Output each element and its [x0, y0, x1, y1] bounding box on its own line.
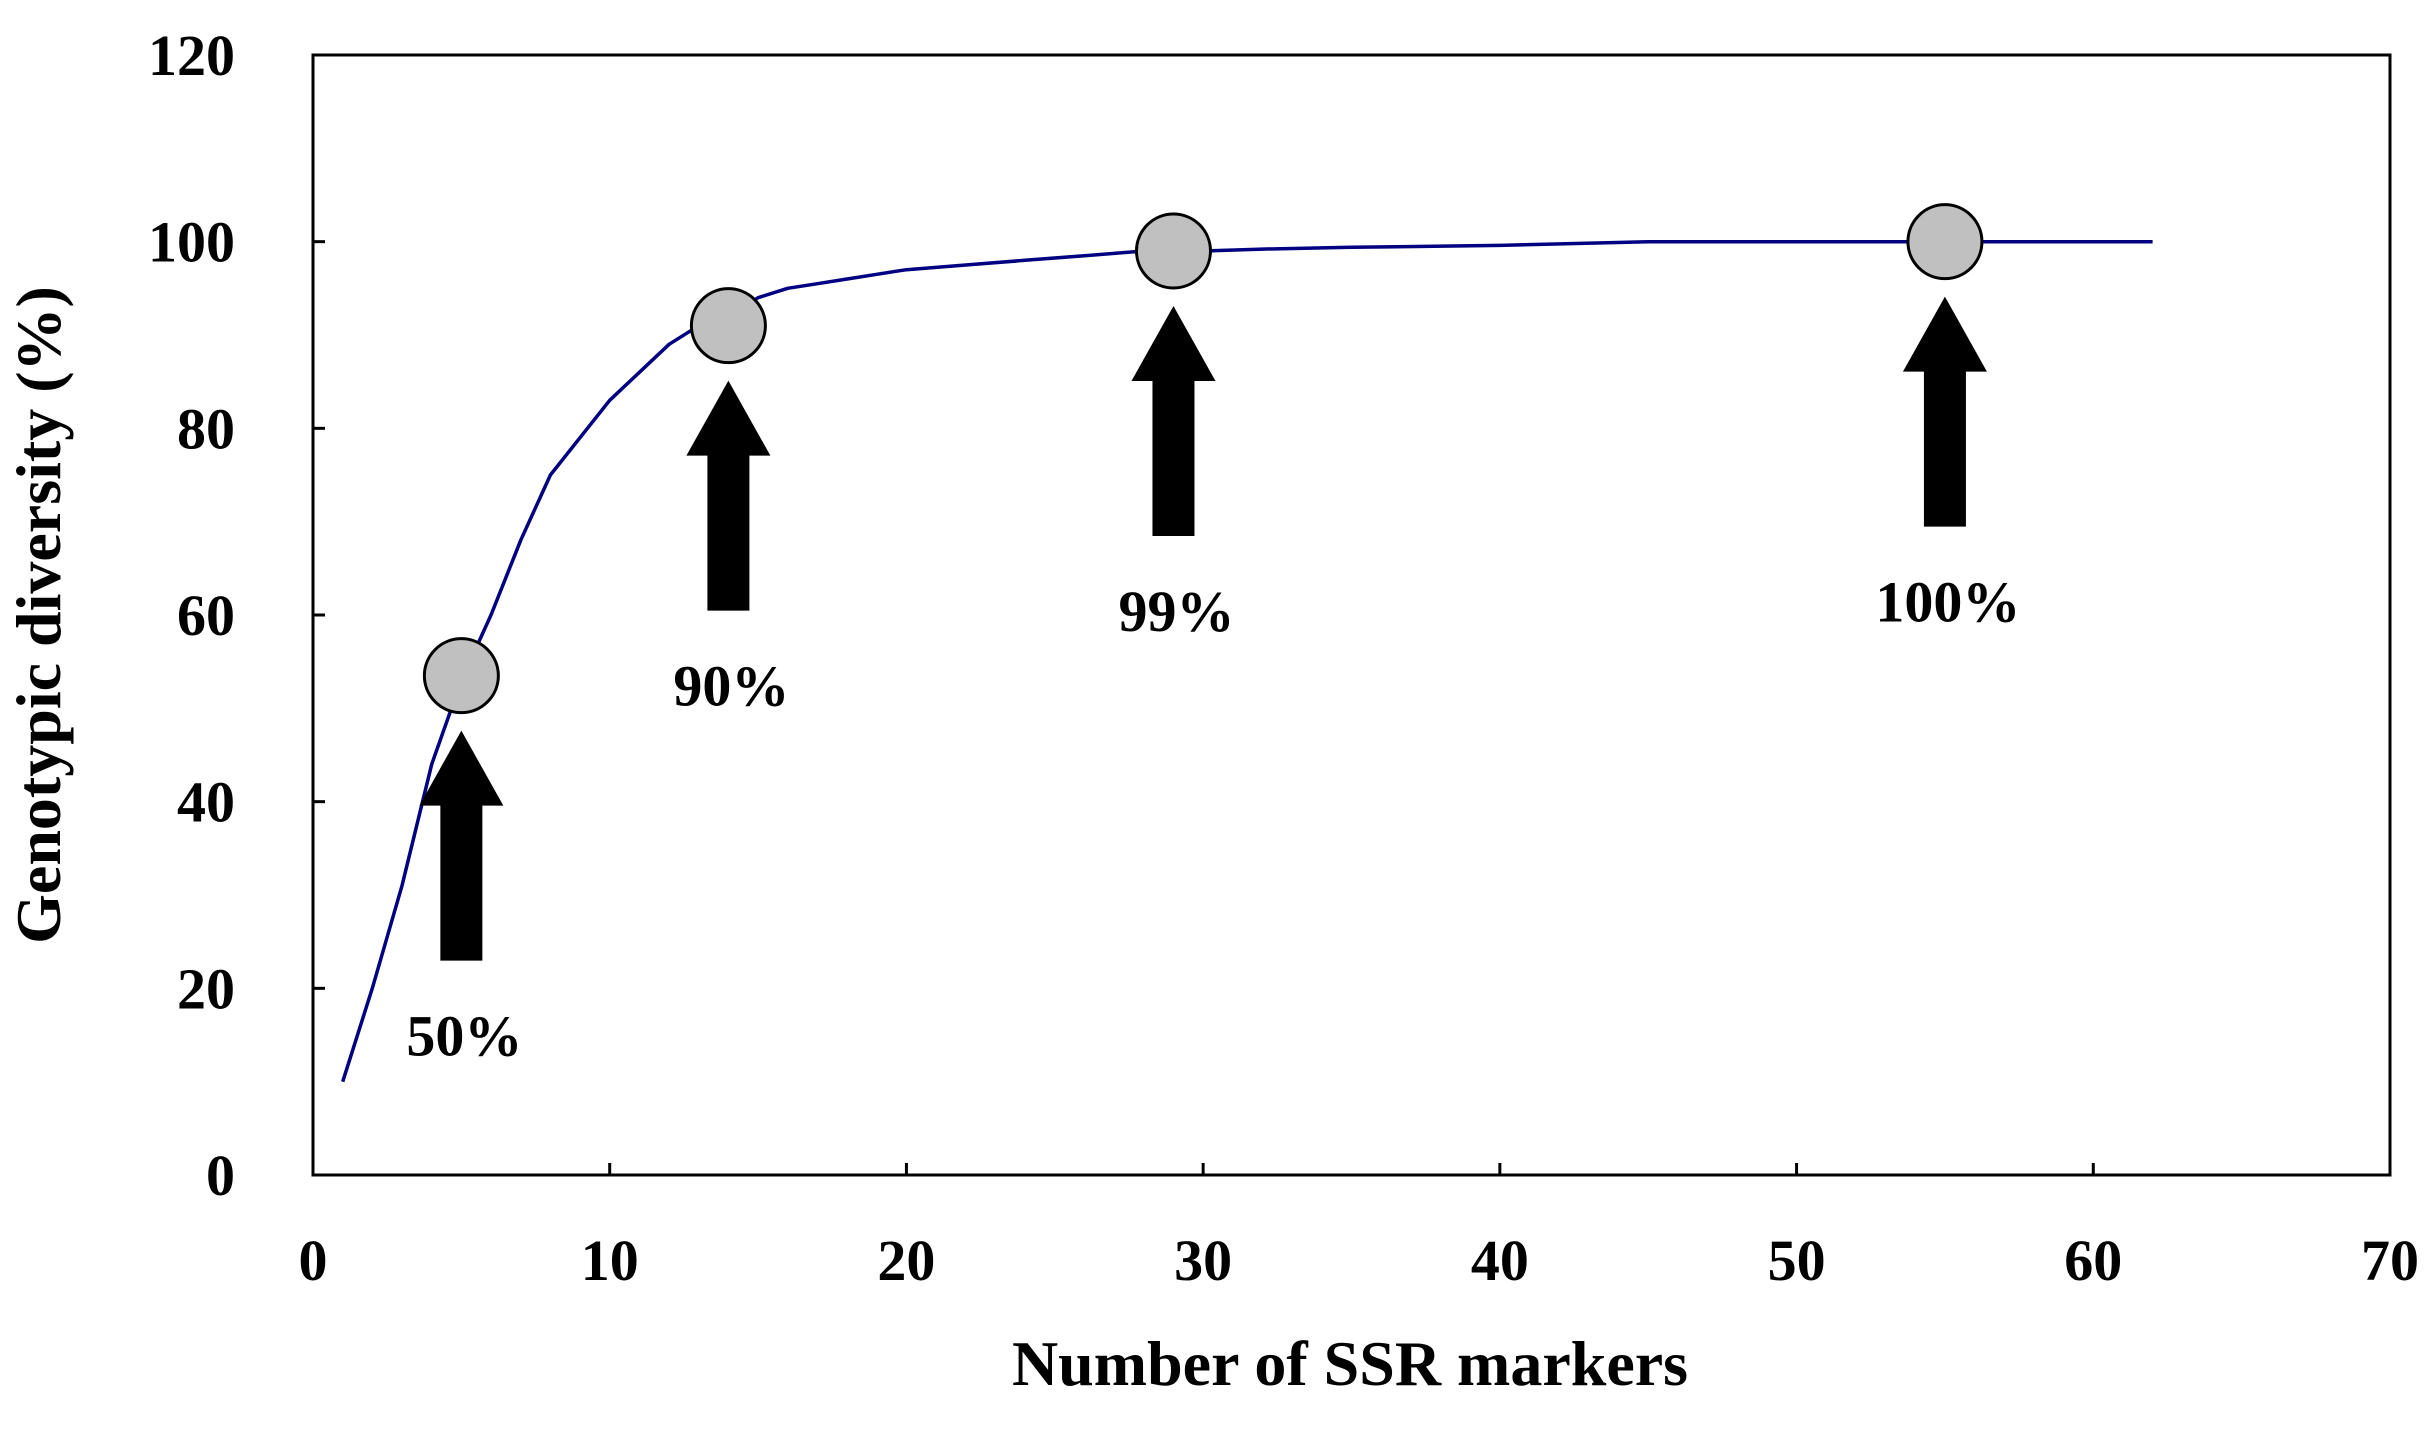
data-marker — [422, 637, 500, 715]
arrow-up-icon — [686, 380, 771, 611]
annotation-label: 90% — [673, 654, 789, 719]
x-tick-label: 70 — [2361, 1228, 2419, 1293]
x-tick-label: 60 — [2064, 1228, 2122, 1293]
arrow-up-icon — [1131, 306, 1216, 536]
y-tick-label: 80 — [177, 396, 235, 461]
y-tick-label: 60 — [177, 583, 235, 648]
x-tick-label: 50 — [1768, 1228, 1826, 1293]
plot-area — [311, 53, 2392, 1177]
y-tick-label: 40 — [177, 770, 235, 835]
data-marker — [1906, 203, 1984, 281]
x-tick-label: 10 — [581, 1228, 639, 1293]
annotation-label: 50% — [406, 1004, 522, 1069]
series-layer — [341, 239, 2153, 1083]
y-tick-label: 100 — [148, 210, 235, 275]
data-marker — [689, 287, 767, 365]
y-tick-label: 20 — [177, 956, 235, 1021]
x-tick-label: 20 — [877, 1228, 935, 1293]
x-tick-label: 0 — [299, 1228, 328, 1293]
arrow-up-icon — [1902, 296, 1987, 527]
x-axis-title: Number of SSR markers — [1012, 1328, 1688, 1399]
x-tick-label: 30 — [1174, 1228, 1232, 1293]
annotation-label: 99% — [1118, 579, 1234, 644]
y-axis-ticks: 0 20 40 60 80 100 120 — [148, 23, 325, 1208]
markers-layer: 50% 90% 99% 100% — [406, 203, 2020, 1069]
y-tick-label: 0 — [206, 1143, 235, 1208]
data-marker — [1134, 212, 1212, 290]
arrow-up-icon — [419, 730, 504, 961]
annotation-label: 100% — [1875, 570, 2020, 635]
y-axis-title: Genotypic diversity (%) — [3, 286, 74, 944]
series-line — [341, 239, 2153, 1083]
x-axis-ticks: 0 10 20 30 40 50 60 70 — [299, 1163, 2419, 1293]
y-tick-label: 120 — [148, 23, 235, 88]
x-tick-label: 40 — [1471, 1228, 1529, 1293]
